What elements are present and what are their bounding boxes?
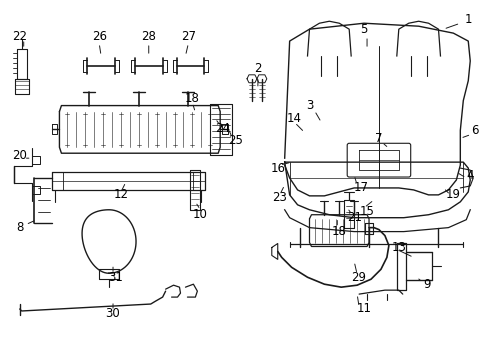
Text: 8: 8: [16, 221, 23, 234]
Text: 18: 18: [184, 92, 200, 105]
Text: 20: 20: [12, 149, 27, 162]
Text: 15: 15: [359, 205, 374, 218]
Text: 25: 25: [227, 134, 242, 147]
Text: 1: 1: [464, 13, 471, 26]
Text: 24: 24: [214, 122, 229, 135]
Text: 27: 27: [181, 30, 196, 42]
Text: 31: 31: [108, 271, 123, 284]
Text: 29: 29: [351, 271, 366, 284]
Text: 3: 3: [305, 99, 312, 112]
Text: 22: 22: [12, 30, 27, 42]
Text: 5: 5: [360, 23, 367, 36]
Text: 23: 23: [272, 192, 286, 204]
Text: 21: 21: [346, 211, 361, 224]
Text: 2: 2: [254, 62, 261, 75]
Text: 7: 7: [374, 132, 382, 145]
Text: 9: 9: [422, 278, 429, 291]
Text: 10: 10: [192, 208, 207, 221]
Text: 17: 17: [353, 181, 368, 194]
Text: 19: 19: [445, 188, 460, 201]
Text: 4: 4: [466, 168, 473, 181]
Text: 14: 14: [286, 112, 302, 125]
Text: 30: 30: [105, 307, 120, 320]
Text: 18: 18: [331, 225, 346, 238]
Text: 28: 28: [141, 30, 156, 42]
Text: 11: 11: [356, 302, 371, 315]
Text: 26: 26: [91, 30, 106, 42]
Text: 6: 6: [470, 124, 478, 137]
Text: 16: 16: [270, 162, 285, 175]
Text: 12: 12: [113, 188, 128, 201]
Text: 13: 13: [390, 241, 406, 254]
